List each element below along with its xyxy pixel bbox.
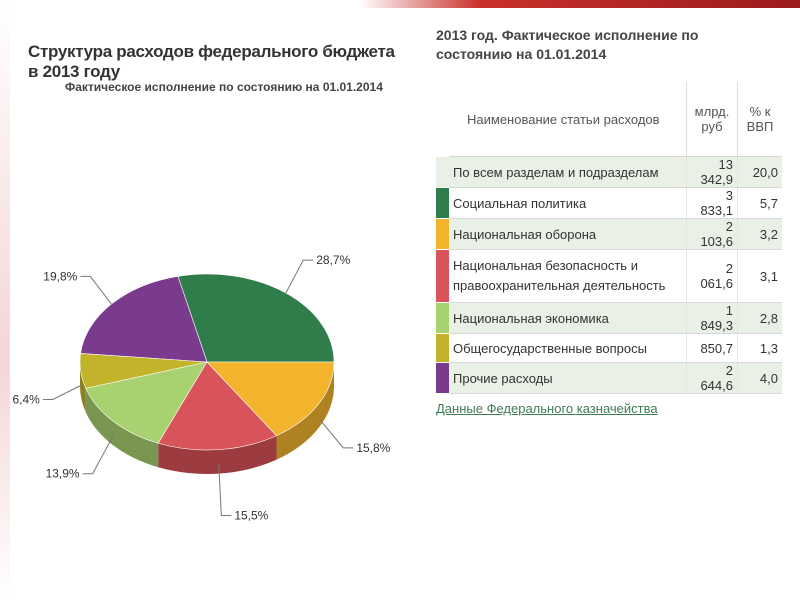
row-color-swatch xyxy=(436,302,449,334)
pie-slice-label: 13,9% xyxy=(46,467,80,481)
slide-top-border xyxy=(0,0,800,8)
header-swatch-cell xyxy=(436,82,449,157)
row-gdp: 1,3 xyxy=(737,333,782,363)
total-name: По всем разделам и подразделам xyxy=(449,156,687,188)
row-amount: 850,7 xyxy=(686,333,738,363)
table-header-row: Наименование статьи расходов млрд. руб %… xyxy=(436,82,782,157)
pie-leader-line xyxy=(318,417,354,449)
pie-leader-line xyxy=(218,463,232,516)
pie-leader-line xyxy=(80,275,112,305)
row-color-swatch xyxy=(436,187,449,219)
pie-leader-line xyxy=(285,259,314,294)
row-gdp: 4,0 xyxy=(737,362,782,394)
pie-slice-side xyxy=(276,362,334,460)
pie-leader-line xyxy=(82,435,114,475)
row-color-swatch xyxy=(436,218,449,250)
table-row: Социальная политика 3 833,1 5,7 xyxy=(436,187,782,219)
table-title: 2013 год. Фактическое исполнение по сост… xyxy=(436,27,699,62)
total-swatch-cell xyxy=(436,156,449,188)
row-name: Социальная политика xyxy=(449,187,687,219)
row-amount: 1 849,3 xyxy=(686,302,738,334)
header-gdp: % к ВВП xyxy=(737,82,782,157)
pie-slice-label: 28,7% xyxy=(316,253,350,267)
table-row: Национальная оборона 2 103,6 3,2 xyxy=(436,218,782,250)
row-name: Национальная экономика xyxy=(449,302,687,334)
pie-slice xyxy=(157,361,278,451)
pie-slice xyxy=(80,275,208,363)
row-name: Национальная безопасность и правоохранит… xyxy=(449,249,687,303)
pie-leader-line xyxy=(42,385,81,400)
row-amount: 2 644,6 xyxy=(686,362,738,394)
row-color-swatch xyxy=(436,362,449,394)
table-row-total: По всем разделам и подразделам 13 342,9 … xyxy=(436,156,782,188)
pie-slice-label: 15,5% xyxy=(234,508,268,522)
pie-slice xyxy=(85,361,208,444)
table-row: Прочие расходы 2 644,6 4,0 xyxy=(436,362,782,394)
pie-chart: 28,7% 19,8% 6,4% 13,9% 15,5% 15,8% xyxy=(12,253,390,522)
table-row: Общегосударственные вопросы 850,7 1,3 xyxy=(436,333,782,363)
row-gdp: 3,2 xyxy=(737,218,782,250)
source-link[interactable]: Данные Федерального казначейства xyxy=(436,401,658,416)
row-name: Прочие расходы xyxy=(449,362,687,394)
table-row: Национальная безопасность и правоохранит… xyxy=(436,249,782,303)
budget-table: Наименование статьи расходов млрд. руб %… xyxy=(436,82,782,394)
row-amount: 2 061,6 xyxy=(686,249,738,303)
pie-slice-label: 15,8% xyxy=(356,441,390,455)
table-row: Национальная экономика 1 849,3 2,8 xyxy=(436,302,782,334)
row-name: Общегосударственные вопросы xyxy=(449,333,687,363)
pie-slice xyxy=(206,361,335,437)
row-gdp: 5,7 xyxy=(737,187,782,219)
header-amount: млрд. руб xyxy=(686,82,738,157)
pie-slice-label: 19,8% xyxy=(43,269,77,283)
pie-slice xyxy=(177,273,335,363)
row-gdp: 2,8 xyxy=(737,302,782,334)
slide-left-border xyxy=(0,0,10,600)
total-amount: 13 342,9 xyxy=(686,156,738,188)
row-color-swatch xyxy=(436,333,449,363)
pie-slice-side xyxy=(85,388,159,468)
pie-slice-label: 6,4% xyxy=(12,392,40,406)
row-amount: 2 103,6 xyxy=(686,218,738,250)
header-name: Наименование статьи расходов xyxy=(449,82,687,157)
chart-subtitle: Фактическое исполнение по состоянию на 0… xyxy=(65,80,383,94)
pie-slice-side xyxy=(80,362,86,413)
chart-title: Структура расходов федерального бюджета … xyxy=(28,42,395,81)
row-name: Национальная оборона xyxy=(449,218,687,250)
row-amount: 3 833,1 xyxy=(686,187,738,219)
row-gdp: 3,1 xyxy=(737,249,782,303)
total-gdp: 20,0 xyxy=(737,156,782,188)
row-color-swatch xyxy=(436,249,449,303)
pie-slice-side xyxy=(158,435,277,474)
